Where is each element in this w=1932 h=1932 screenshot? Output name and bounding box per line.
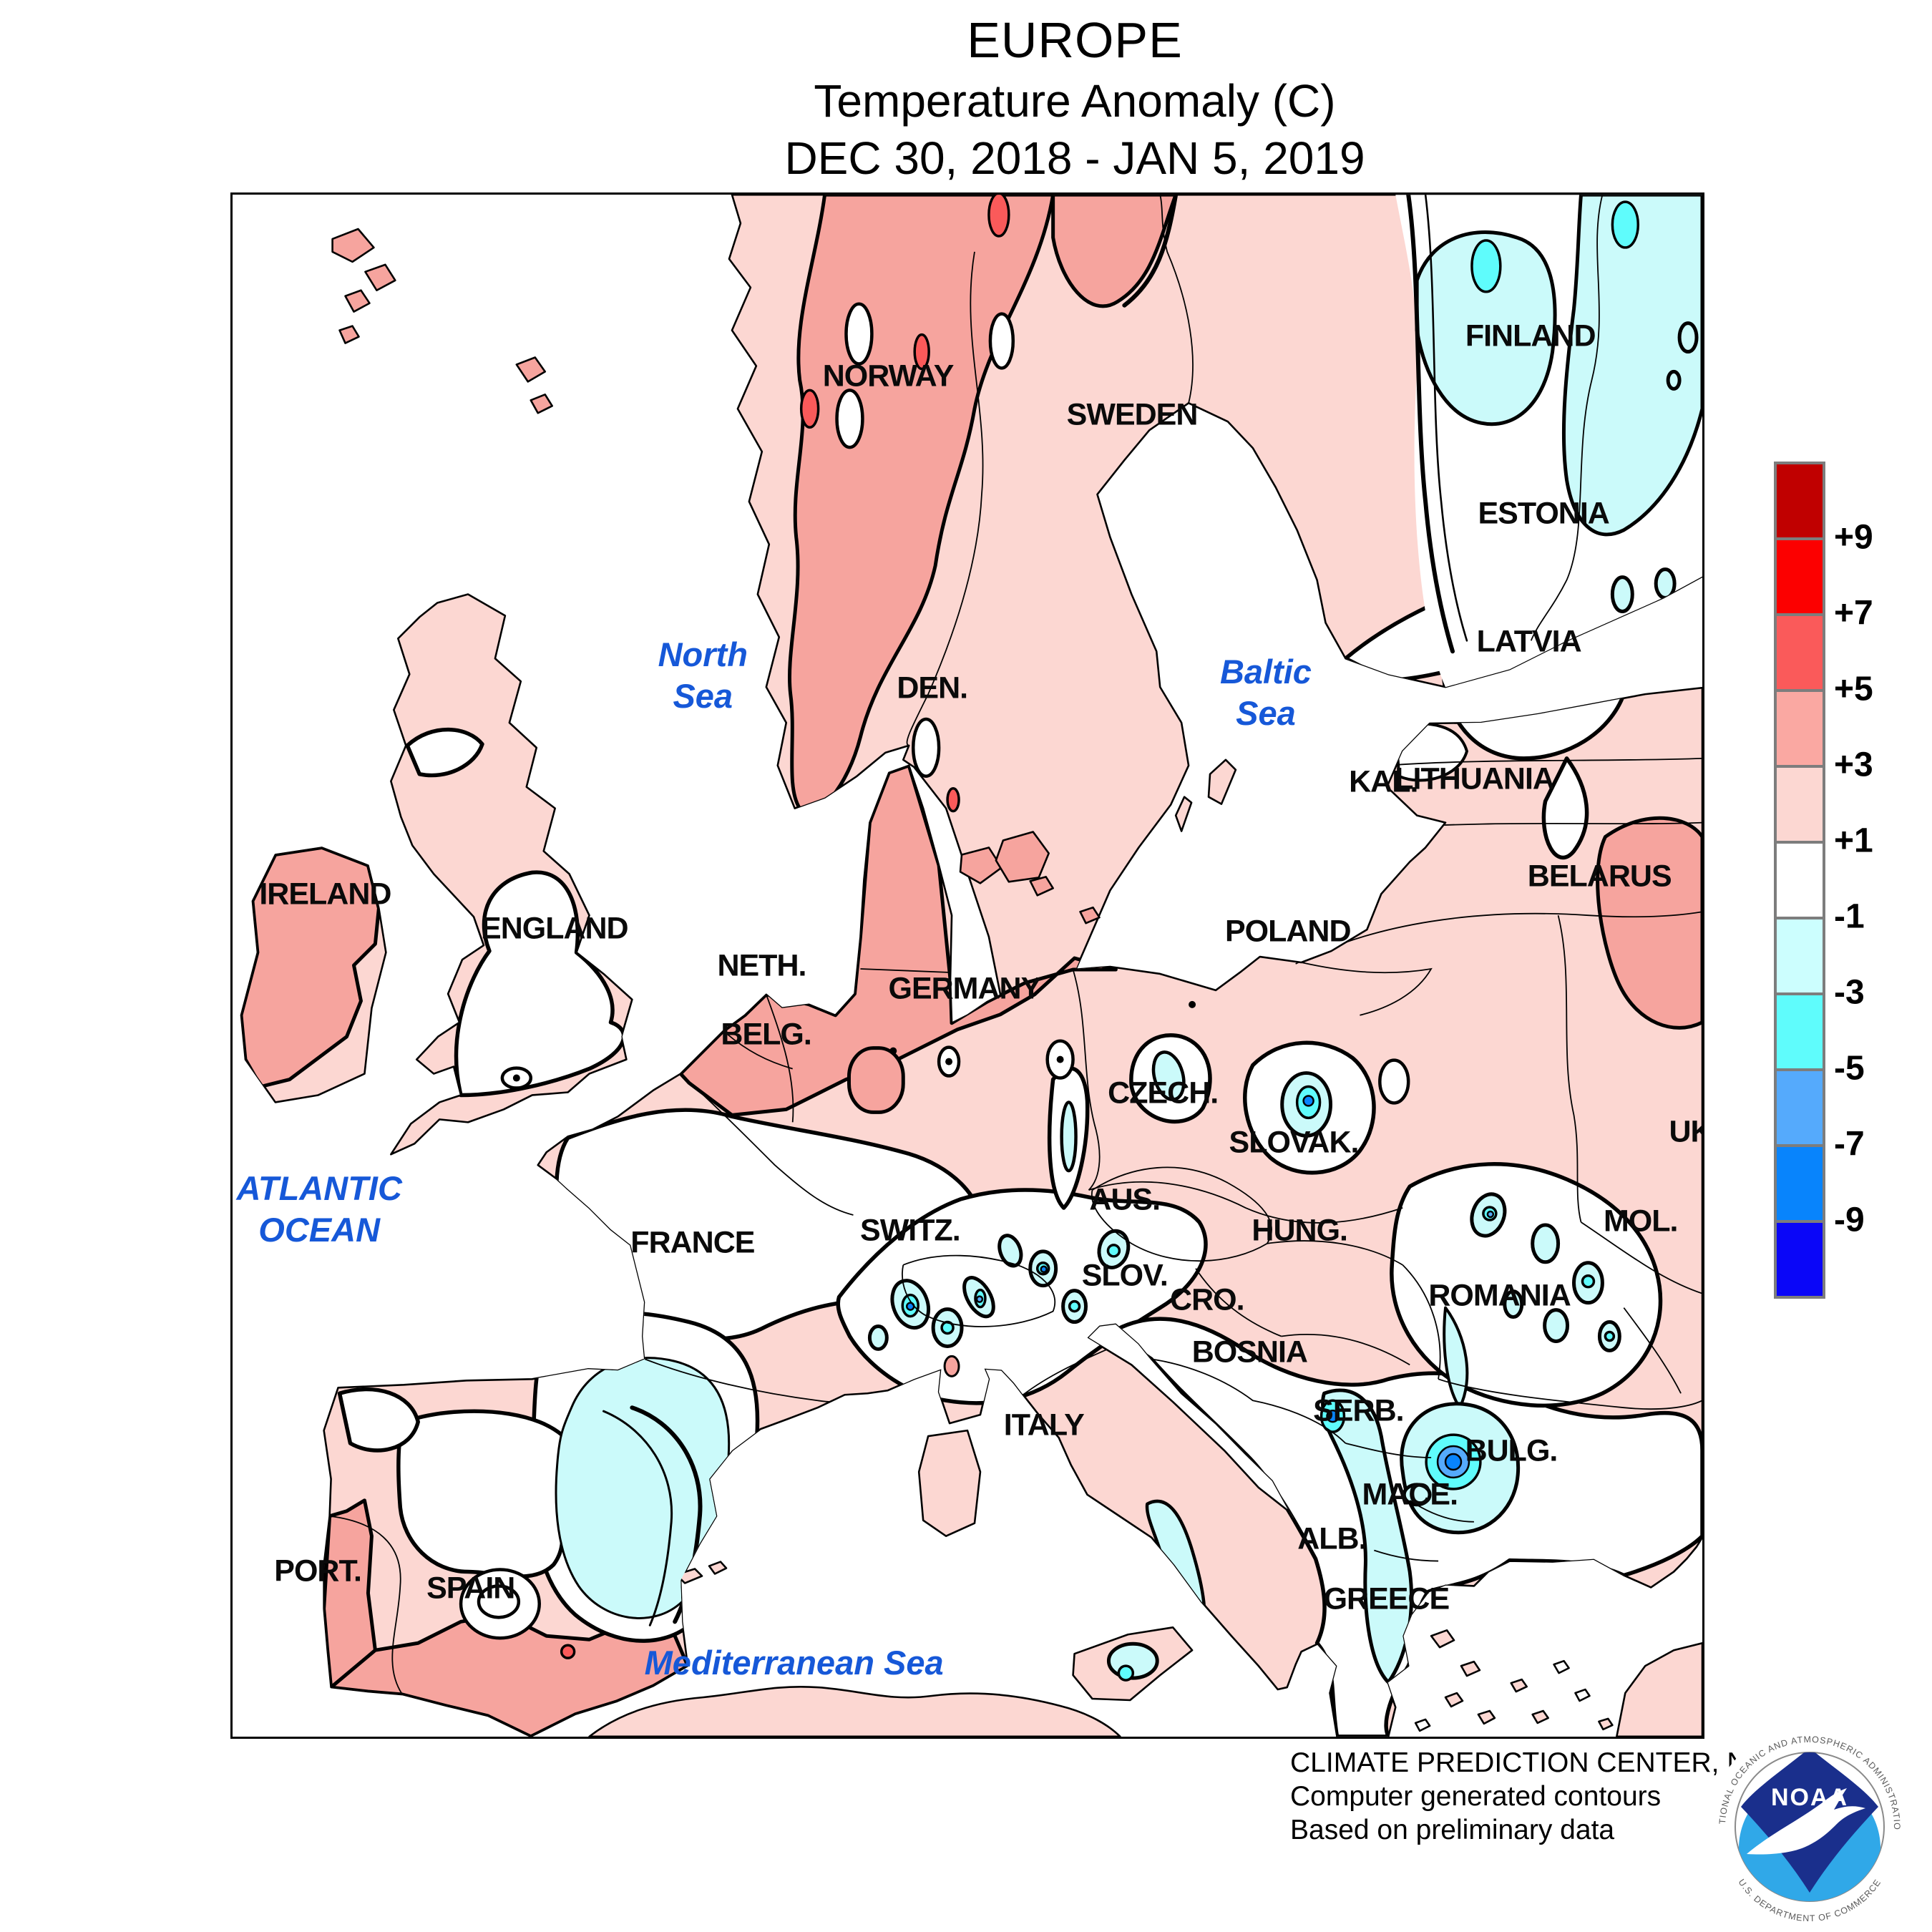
map-label-norway: NORWAY <box>822 358 955 394</box>
map-label-poland: POLAND <box>1224 914 1352 949</box>
legend-color-box <box>1777 917 1823 992</box>
legend-color-box <box>1777 1068 1823 1144</box>
legend-tick-m9: -9 <box>1834 1201 1865 1239</box>
map-label-switz: SWITZ. <box>860 1213 961 1248</box>
map-label-spain: SPAIN <box>426 1571 515 1606</box>
land-baltic-islands <box>1174 758 1237 832</box>
anomaly-color-scale <box>1774 462 1825 1299</box>
map-label-england: ENGLAND <box>481 911 629 946</box>
map-label-estonia: ESTONIA <box>1478 496 1609 531</box>
map-label-italy: ITALY <box>1003 1407 1085 1443</box>
map-label-lithuania: LITHUANIA <box>1395 761 1555 796</box>
map-date-range: DEC 30, 2018 - JAN 5, 2019 <box>784 132 1365 184</box>
country-borders <box>329 195 1702 1737</box>
map-label-alb: ALB. <box>1297 1521 1367 1556</box>
legend-tick-m1: -1 <box>1834 897 1865 936</box>
map-label-den: DEN. <box>897 670 968 706</box>
legend-color-box <box>1777 1220 1823 1296</box>
map-variable-title: Temperature Anomaly (C) <box>814 75 1336 127</box>
legend-tick-p1: +1 <box>1834 821 1873 860</box>
sea-label-north-sea: North Sea <box>658 635 748 716</box>
sea-label-atlantic-ocean: ATLANTIC OCEAN <box>236 1169 402 1249</box>
legend-color-box <box>1777 464 1823 537</box>
legend-tick-p3: +3 <box>1834 746 1873 784</box>
legend-tick-m7: -7 <box>1834 1125 1865 1163</box>
map-label-hung: HUNG. <box>1252 1213 1348 1248</box>
map-label-cro: CRO. <box>1170 1282 1244 1317</box>
map-region-title: EUROPE <box>967 12 1183 68</box>
map-label-germany: GERMANY <box>888 971 1041 1006</box>
credits-agency: CLIMATE PREDICTION CENTER, NOAA <box>1290 1747 1806 1778</box>
land-sardinia <box>917 1429 982 1537</box>
credits-block: CLIMATE PREDICTION CENTER, NOAA Computer… <box>1290 1746 1806 1847</box>
map-label-finland: FINLAND <box>1465 318 1596 353</box>
warm-spot-alps <box>943 1355 960 1377</box>
legend-color-box <box>1777 841 1823 917</box>
map-label-belg: BELG. <box>721 1017 811 1052</box>
map-label-belarus: BELARUS <box>1527 859 1672 893</box>
credits-data-note: Based on preliminary data <box>1290 1815 1615 1845</box>
cold-anomaly-cores <box>906 1095 1495 1479</box>
warm-anomaly-plus5 <box>560 195 1010 1659</box>
map-label-greece: GREECE <box>1323 1581 1450 1616</box>
map-label-bosnia: BOSNIA <box>1191 1335 1308 1370</box>
legend-color-box <box>1777 689 1823 765</box>
map-label-uk: UK <box>1669 1114 1702 1149</box>
europe-anomaly-map <box>240 195 1702 1737</box>
map-label-latvia: LATVIA <box>1476 624 1582 659</box>
map-label-mace: MACE. <box>1362 1477 1458 1512</box>
legend-tick-p7: +7 <box>1834 594 1873 633</box>
map-label-slov: SLOV. <box>1081 1258 1169 1293</box>
sea-label-baltic-sea: Baltic Sea <box>1219 653 1312 733</box>
credits-method: Computer generated contours <box>1290 1781 1662 1812</box>
map-label-czech: CZECH. <box>1108 1075 1219 1111</box>
legend-tick-m5: -5 <box>1834 1049 1865 1088</box>
map-label-slovak: SLOVAK. <box>1229 1125 1360 1160</box>
legend-color-box <box>1777 765 1823 841</box>
map-label-france: FRANCE <box>630 1225 755 1260</box>
seagull-icon <box>1747 1788 1865 1855</box>
map-label-mol: MOL. <box>1603 1204 1678 1239</box>
legend-color-box <box>1777 537 1823 613</box>
legend-tick-p9: +9 <box>1834 518 1873 557</box>
sea-label-mediterranean-sea: Mediterranean Sea <box>644 1643 944 1682</box>
legend-color-box <box>1777 1144 1823 1220</box>
map-label-serb: SERB. <box>1313 1393 1404 1428</box>
noaa-logo: NOAA NATIONAL OCEANIC AND ATMOSPHERIC AD… <box>1709 1727 1910 1927</box>
map-label-ireland: IRELAND <box>259 877 391 912</box>
legend-color-box <box>1777 992 1823 1068</box>
legend-color-box <box>1777 613 1823 689</box>
map-label-kal: KAL. <box>1349 764 1418 799</box>
map-label-port: PORT. <box>274 1553 362 1589</box>
land-north-africa <box>588 1685 1121 1737</box>
noaa-acronym: NOAA <box>1771 1784 1848 1811</box>
legend-tick-p5: +5 <box>1834 670 1873 708</box>
map-label-sweden: SWEDEN <box>1066 397 1199 432</box>
land-turkey <box>1616 1641 1702 1737</box>
land-small-islands <box>331 228 1101 924</box>
map-label-bulg: BULG. <box>1465 1433 1558 1468</box>
legend-tick-m3: -3 <box>1834 973 1865 1012</box>
map-label-aus: AUS. <box>1089 1182 1161 1217</box>
map-frame: NORWAY SWEDEN FINLAND ESTONIA LATVIA LITHUANI… <box>230 192 1704 1739</box>
cold-anomaly-minus1 <box>555 195 1702 1684</box>
map-label-neth: NETH. <box>717 948 806 982</box>
map-label-romania: ROMANIA <box>1428 1278 1571 1313</box>
